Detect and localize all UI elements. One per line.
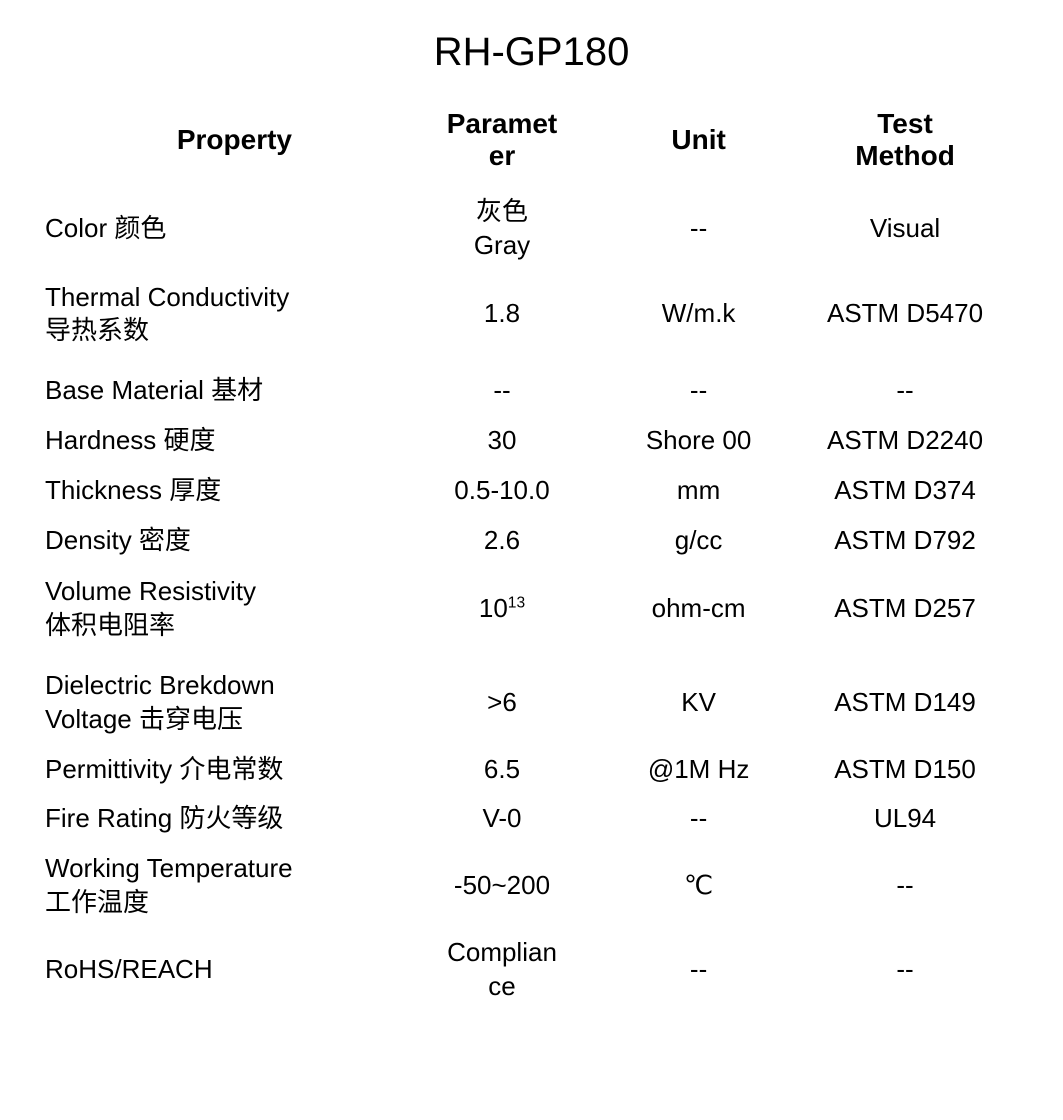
table-row: Permittivity 介电常数6.5@1M HzASTM D150 [40, 745, 1023, 795]
cell-method: ASTM D374 [787, 466, 1023, 516]
cell-unit: KV [610, 661, 787, 745]
cell-parameter: 30 [394, 416, 610, 466]
cell-unit: -- [610, 366, 787, 416]
cell-unit: -- [610, 794, 787, 844]
cell-method: Visual [787, 187, 1023, 271]
table-row: Fire Rating 防火等级V-0--UL94 [40, 794, 1023, 844]
cell-parameter: 0.5-10.0 [394, 466, 610, 516]
cell-property: Hardness 硬度 [40, 416, 394, 466]
header-unit: Unit [610, 100, 787, 187]
cell-method: ASTM D150 [787, 745, 1023, 795]
cell-parameter: >6 [394, 661, 610, 745]
table-row: Color 颜色灰色Gray--Visual [40, 187, 1023, 271]
table-row: Volume Resistivity体积电阻率1013ohm-cmASTM D2… [40, 565, 1023, 661]
cell-method: -- [787, 844, 1023, 928]
cell-property: Working Temperature工作温度 [40, 844, 394, 928]
table-header-row: Property Parameter Unit TestMethod [40, 100, 1023, 187]
cell-parameter: 2.6 [394, 516, 610, 566]
cell-parameter: -- [394, 366, 610, 416]
cell-property: Dielectric BrekdownVoltage 击穿电压 [40, 661, 394, 745]
table-row: Thickness 厚度0.5-10.0mmASTM D374 [40, 466, 1023, 516]
cell-parameter: 灰色Gray [394, 187, 610, 271]
cell-property: Fire Rating 防火等级 [40, 794, 394, 844]
cell-property: RoHS/REACH [40, 928, 394, 1012]
table-body: Color 颜色灰色Gray--VisualThermal Conductivi… [40, 187, 1023, 1011]
cell-parameter: 1013 [394, 565, 610, 661]
cell-method: -- [787, 928, 1023, 1012]
cell-method: ASTM D792 [787, 516, 1023, 566]
cell-property: Thermal Conductivity导热系数 [40, 271, 394, 367]
table-row: Thermal Conductivity导热系数1.8W/m.kASTM D54… [40, 271, 1023, 367]
cell-unit: -- [610, 928, 787, 1012]
cell-property: Volume Resistivity体积电阻率 [40, 565, 394, 661]
cell-property: Permittivity 介电常数 [40, 745, 394, 795]
cell-property: Thickness 厚度 [40, 466, 394, 516]
table-row: Base Material 基材------ [40, 366, 1023, 416]
table-row: Density 密度2.6g/ccASTM D792 [40, 516, 1023, 566]
cell-unit: Shore 00 [610, 416, 787, 466]
cell-unit: ℃ [610, 844, 787, 928]
cell-unit: @1M Hz [610, 745, 787, 795]
header-property: Property [40, 100, 394, 187]
cell-method: ASTM D2240 [787, 416, 1023, 466]
cell-unit: mm [610, 466, 787, 516]
page-title: RH-GP180 [40, 30, 1023, 75]
cell-property: Base Material 基材 [40, 366, 394, 416]
cell-method: ASTM D149 [787, 661, 1023, 745]
cell-method: UL94 [787, 794, 1023, 844]
cell-unit: ohm-cm [610, 565, 787, 661]
table-row: Working Temperature工作温度-50~200℃-- [40, 844, 1023, 928]
cell-method: -- [787, 366, 1023, 416]
cell-parameter: -50~200 [394, 844, 610, 928]
spec-table: Property Parameter Unit TestMethod Color… [40, 100, 1023, 1011]
cell-unit: W/m.k [610, 271, 787, 367]
cell-parameter: Compliance [394, 928, 610, 1012]
cell-method: ASTM D5470 [787, 271, 1023, 367]
table-row: Dielectric BrekdownVoltage 击穿电压>6KVASTM … [40, 661, 1023, 745]
cell-parameter: 1.8 [394, 271, 610, 367]
cell-property: Color 颜色 [40, 187, 394, 271]
cell-method: ASTM D257 [787, 565, 1023, 661]
cell-unit: -- [610, 187, 787, 271]
header-parameter: Parameter [394, 100, 610, 187]
table-row: RoHS/REACHCompliance---- [40, 928, 1023, 1012]
cell-property: Density 密度 [40, 516, 394, 566]
cell-parameter: 6.5 [394, 745, 610, 795]
header-method: TestMethod [787, 100, 1023, 187]
table-row: Hardness 硬度30Shore 00ASTM D2240 [40, 416, 1023, 466]
cell-parameter: V-0 [394, 794, 610, 844]
cell-unit: g/cc [610, 516, 787, 566]
